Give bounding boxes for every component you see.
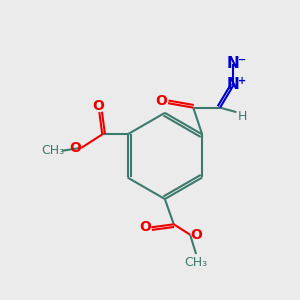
- Text: O: O: [92, 99, 104, 112]
- Text: O: O: [69, 141, 81, 155]
- Text: O: O: [155, 94, 167, 108]
- Text: N: N: [227, 56, 240, 71]
- Text: O: O: [191, 228, 203, 242]
- Text: H: H: [238, 110, 248, 123]
- Text: CH₃: CH₃: [184, 256, 208, 269]
- Text: CH₃: CH₃: [41, 144, 64, 157]
- Text: O: O: [139, 220, 151, 234]
- Text: −: −: [238, 55, 246, 64]
- Text: +: +: [238, 76, 246, 86]
- Text: N: N: [227, 77, 240, 92]
